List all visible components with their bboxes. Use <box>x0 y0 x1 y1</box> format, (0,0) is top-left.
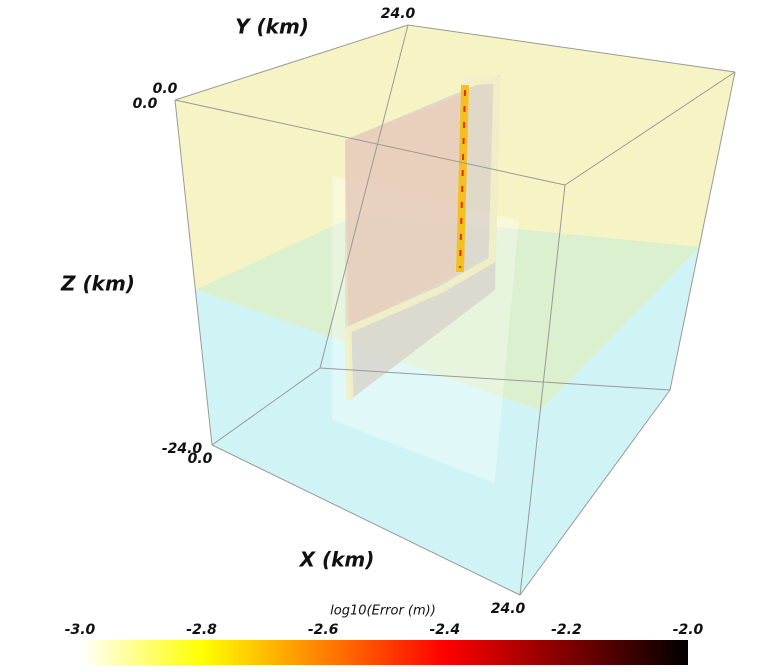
box-edges <box>174 24 736 596</box>
box-edge <box>174 24 409 101</box>
colorbar-title: log10(Error (m)) <box>330 604 436 619</box>
lower-layer <box>195 246 700 595</box>
z-tick-label: -24.0 <box>162 441 203 457</box>
box-edge <box>174 99 213 446</box>
fault-plane <box>344 75 501 401</box>
box-edge <box>211 444 521 596</box>
colorbar-tick-label: -2.8 <box>186 622 217 638</box>
box-edge <box>564 71 736 186</box>
box-edge <box>319 367 671 391</box>
colorbar-tick-label: -2.4 <box>429 622 460 638</box>
box-edge <box>319 24 409 369</box>
box-edge <box>211 367 321 446</box>
fault-max <box>459 89 466 269</box>
x-tick-label: 0.0 <box>188 451 213 467</box>
colorbar-tick-label: -2.6 <box>308 622 339 638</box>
colorbar <box>80 640 688 665</box>
colorbar-tick-label: -2.2 <box>551 622 582 638</box>
colorbar-tick-label: -2.0 <box>673 622 704 638</box>
box-edge <box>174 99 566 186</box>
x-tick-label: 24.0 <box>491 601 526 617</box>
box-edge <box>519 184 566 596</box>
fault-hot <box>456 84 469 273</box>
colorbar-tick-label: -3.0 <box>65 622 96 638</box>
box-edge <box>669 71 736 391</box>
z-axis-title: Z (km) <box>60 272 135 296</box>
x-axis-title: X (km) <box>298 548 375 572</box>
fault-rim <box>344 76 501 401</box>
y-tick-label: 0.0 <box>153 81 178 97</box>
box-edge <box>519 389 671 596</box>
fault-patch <box>345 95 460 330</box>
y-tick-label: 24.0 <box>381 6 416 22</box>
box-edge <box>407 24 736 73</box>
z-tick-label: 0.0 <box>133 96 158 112</box>
y-axis-title: Y (km) <box>235 15 309 39</box>
